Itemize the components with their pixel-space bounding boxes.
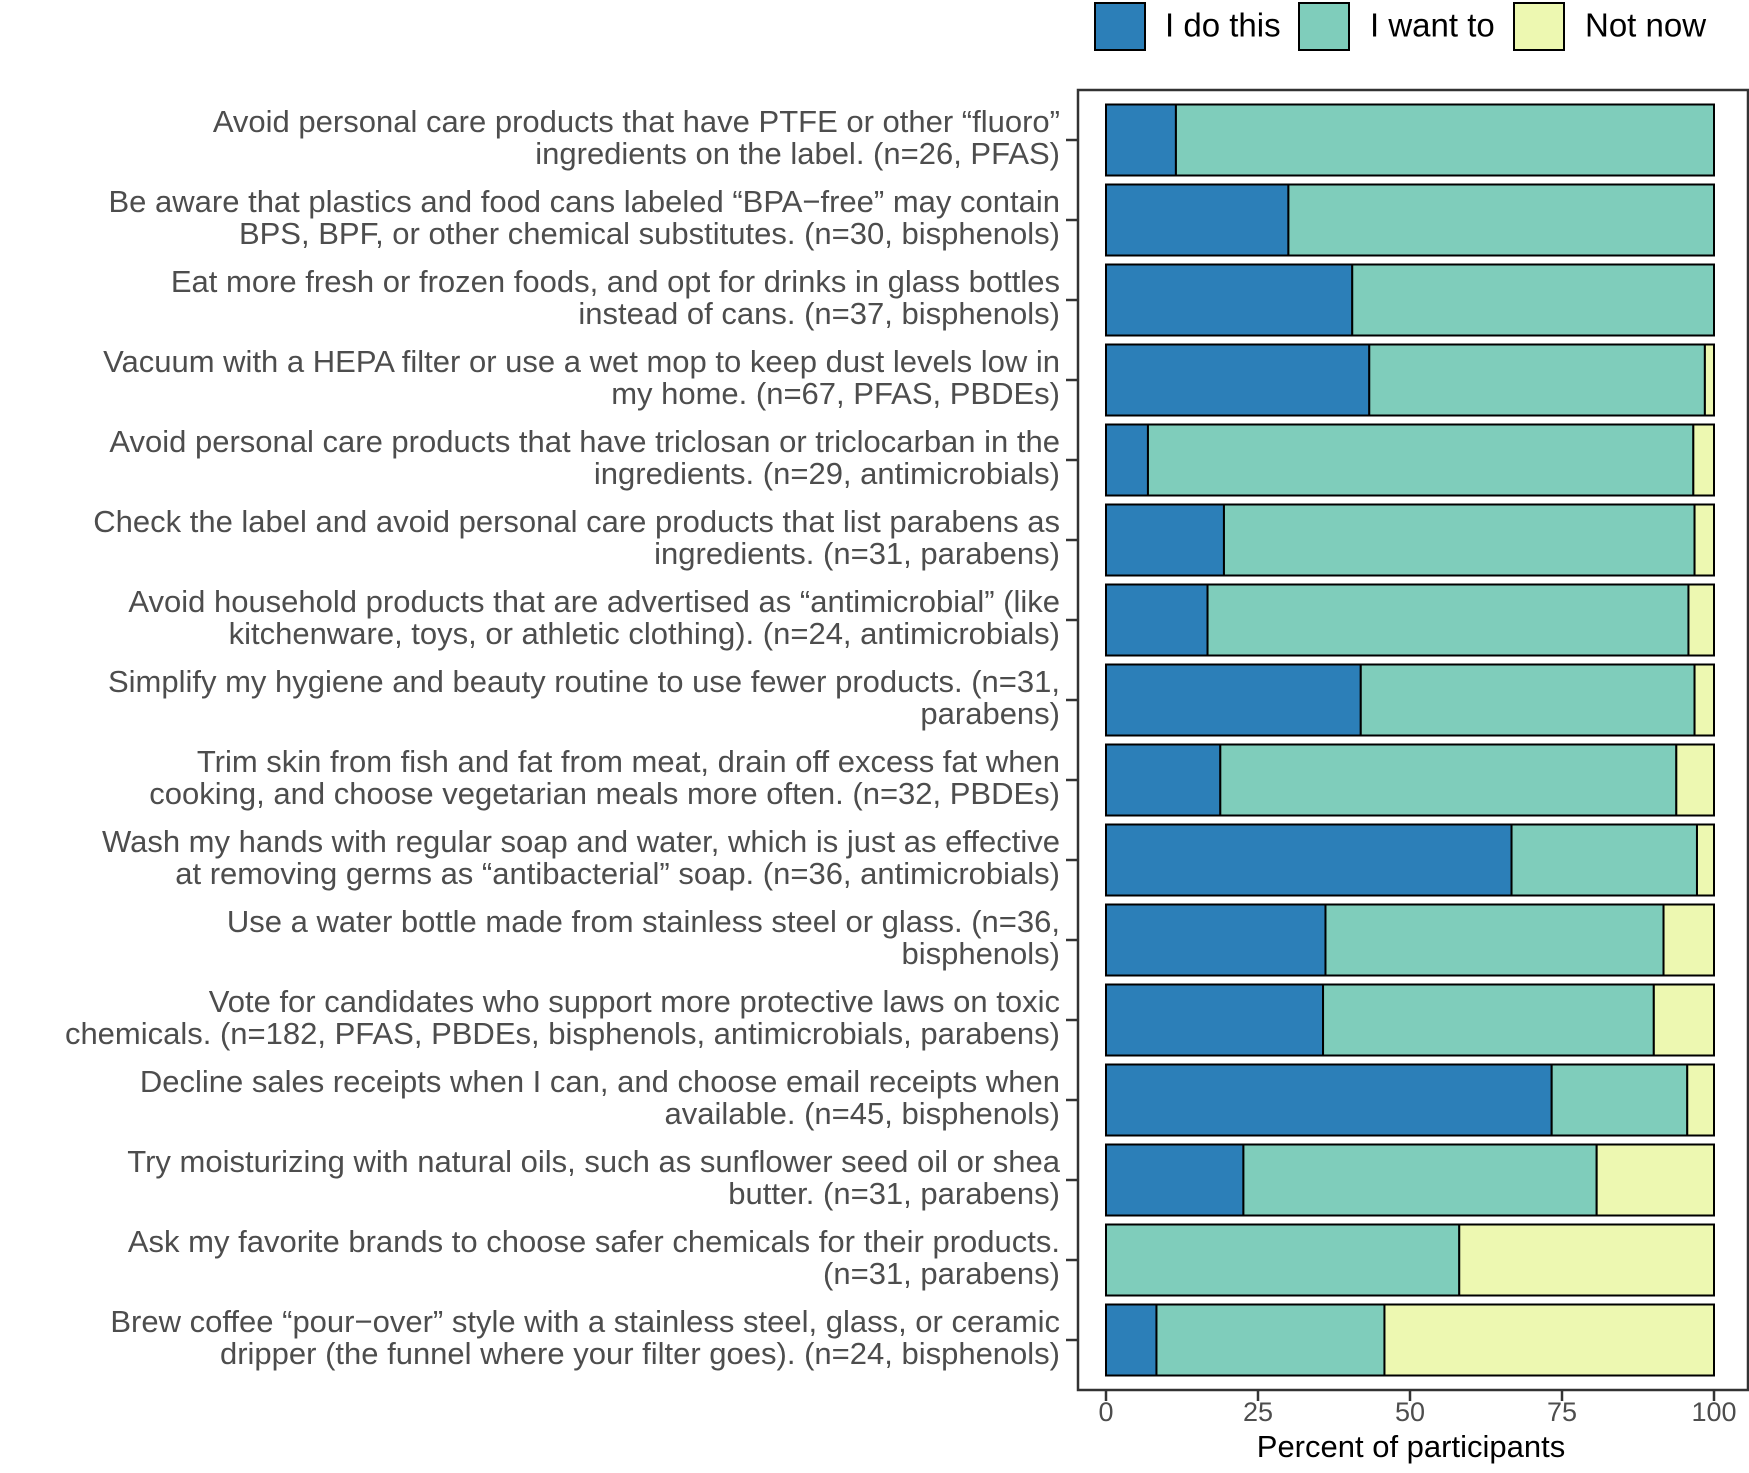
- category-label-line: Avoid household products that are advert…: [128, 584, 1060, 619]
- category-label-line: Avoid personal care products that have t…: [109, 424, 1060, 459]
- bar-segment-i-do-this: [1105, 1303, 1158, 1377]
- category-label-line: Check the label and avoid personal care …: [93, 504, 1060, 539]
- category-label-line: Avoid personal care products that have P…: [213, 104, 1060, 139]
- bar-segment-i-do-this: [1105, 423, 1149, 497]
- bar-segment-i-do-this: [1105, 823, 1513, 897]
- category-label-line: Try moisturizing with natural oils, such…: [127, 1144, 1060, 1179]
- bar-segment-i-want-to: [1368, 343, 1706, 417]
- bar-segment-not-now: [1675, 743, 1715, 817]
- category-label-line: instead of cans. (n=37, bisphenols): [578, 296, 1060, 331]
- bar-segment-i-do-this: [1105, 903, 1327, 977]
- bar-segment-i-do-this: [1105, 343, 1371, 417]
- category-label-line: cooking, and choose vegetarian meals mor…: [149, 776, 1060, 811]
- category-label-line: chemicals. (n=182, PFAS, PBDEs, bispheno…: [65, 1016, 1060, 1051]
- bar-segment-i-want-to: [1322, 983, 1655, 1057]
- bar-segment-not-now: [1652, 983, 1715, 1057]
- bar-segment-not-now: [1383, 1303, 1715, 1377]
- bar-segment-i-do-this: [1105, 983, 1325, 1057]
- category-label-line: butter. (n=31, parabens): [728, 1176, 1060, 1211]
- bar-segment-i-want-to: [1287, 183, 1716, 257]
- bar-segment-i-want-to: [1174, 103, 1716, 177]
- category-label-line: Brew coffee “pour−over” style with a sta…: [110, 1304, 1060, 1339]
- bar-segment-i-want-to: [1219, 743, 1678, 817]
- category-label-line: BPS, BPF, or other chemical substitutes.…: [239, 216, 1060, 251]
- x-tick-label: 100: [1691, 1397, 1736, 1427]
- legend-key-i-want-to: [1298, 2, 1350, 51]
- bar-segment-i-want-to: [1105, 1223, 1461, 1297]
- bar-segment-i-want-to: [1206, 583, 1690, 657]
- category-label-line: Be aware that plastics and food cans lab…: [109, 184, 1061, 219]
- bar-segment-i-want-to: [1351, 263, 1715, 337]
- category-label-line: Ask my favorite brands to choose safer c…: [128, 1224, 1060, 1259]
- legend-label: I do this: [1165, 7, 1281, 44]
- category-label-line: Simplify my hygiene and beauty routine t…: [108, 664, 1060, 699]
- bar-segment-i-want-to: [1222, 503, 1696, 577]
- category-label-line: bisphenols): [901, 936, 1060, 971]
- bar-segment-not-now: [1693, 663, 1715, 737]
- category-label-line: Wash my hands with regular soap and wate…: [102, 824, 1060, 859]
- category-label-line: (n=31, parabens): [823, 1256, 1060, 1291]
- bar-segment-not-now: [1595, 1143, 1716, 1217]
- bar-segment-i-want-to: [1146, 423, 1695, 497]
- bar-segment-not-now: [1693, 503, 1715, 577]
- x-tick-label: 0: [1098, 1397, 1113, 1427]
- bar-segment-i-do-this: [1105, 263, 1354, 337]
- bar-segment-i-do-this: [1105, 583, 1209, 657]
- category-label-line: Vote for candidates who support more pro…: [209, 984, 1060, 1019]
- x-tick-label: 25: [1243, 1397, 1273, 1427]
- category-label-line: Eat more fresh or frozen foods, and opt …: [171, 264, 1060, 299]
- bar-segment-not-now: [1687, 583, 1715, 657]
- bar-segment-i-do-this: [1105, 1143, 1245, 1217]
- x-tick-label: 50: [1395, 1397, 1425, 1427]
- bar-segment-i-want-to: [1510, 823, 1698, 897]
- bar-segment-not-now: [1703, 343, 1716, 417]
- bar-segment-not-now: [1695, 823, 1715, 897]
- category-label-line: Trim skin from fish and fat from meat, d…: [197, 744, 1060, 779]
- legend-key-i-do-this: [1094, 2, 1146, 51]
- category-label-line: Vacuum with a HEPA filter or use a wet m…: [103, 344, 1060, 379]
- category-label-line: parabens): [920, 696, 1060, 731]
- bar-segment-not-now: [1692, 423, 1716, 497]
- category-label-line: ingredients on the label. (n=26, PFAS): [535, 136, 1060, 171]
- legend-label: Not now: [1585, 7, 1706, 44]
- bar-segment-not-now: [1662, 903, 1716, 977]
- legend-label: I want to: [1370, 7, 1495, 44]
- category-label-line: at removing germs as “antibacterial” soa…: [175, 856, 1060, 891]
- bar-segment-i-want-to: [1155, 1303, 1386, 1377]
- x-tick-label: 75: [1547, 1397, 1577, 1427]
- bar-segment-i-want-to: [1550, 1063, 1689, 1137]
- bar-segment-i-do-this: [1105, 1063, 1553, 1137]
- category-label-line: my home. (n=67, PFAS, PBDEs): [611, 376, 1060, 411]
- category-label-line: available. (n=45, bisphenols): [664, 1096, 1060, 1131]
- legend-key-not-now: [1513, 2, 1565, 51]
- bar-segment-i-do-this: [1105, 503, 1225, 577]
- category-labels: Avoid personal care products that have P…: [65, 104, 1078, 1371]
- bar-segment-i-do-this: [1105, 103, 1177, 177]
- bar-segment-i-do-this: [1105, 663, 1362, 737]
- bar-segment-i-do-this: [1105, 743, 1222, 817]
- x-axis: 0 25 50 75 100: [1098, 1390, 1737, 1427]
- bar-segment-not-now: [1686, 1063, 1716, 1137]
- category-label-line: Use a water bottle made from stainless s…: [227, 904, 1060, 939]
- category-label-line: ingredients. (n=29, antimicrobials): [594, 456, 1060, 491]
- bar-segment-i-want-to: [1324, 903, 1665, 977]
- bar-segment-not-now: [1458, 1223, 1716, 1297]
- category-label-line: ingredients. (n=31, parabens): [654, 536, 1060, 571]
- legend: I do this I want to Not now: [1094, 2, 1706, 51]
- category-label-line: kitchenware, toys, or athletic clothing)…: [229, 616, 1060, 651]
- category-label-line: dripper (the funnel where your filter go…: [220, 1336, 1060, 1371]
- bar-segment-i-do-this: [1105, 183, 1290, 257]
- x-axis-title: Percent of participants: [1257, 1429, 1565, 1464]
- bars-group: [1105, 103, 1716, 1377]
- bar-segment-i-want-to: [1242, 1143, 1598, 1217]
- bar-segment-i-want-to: [1359, 663, 1696, 737]
- category-label-line: Decline sales receipts when I can, and c…: [140, 1064, 1060, 1099]
